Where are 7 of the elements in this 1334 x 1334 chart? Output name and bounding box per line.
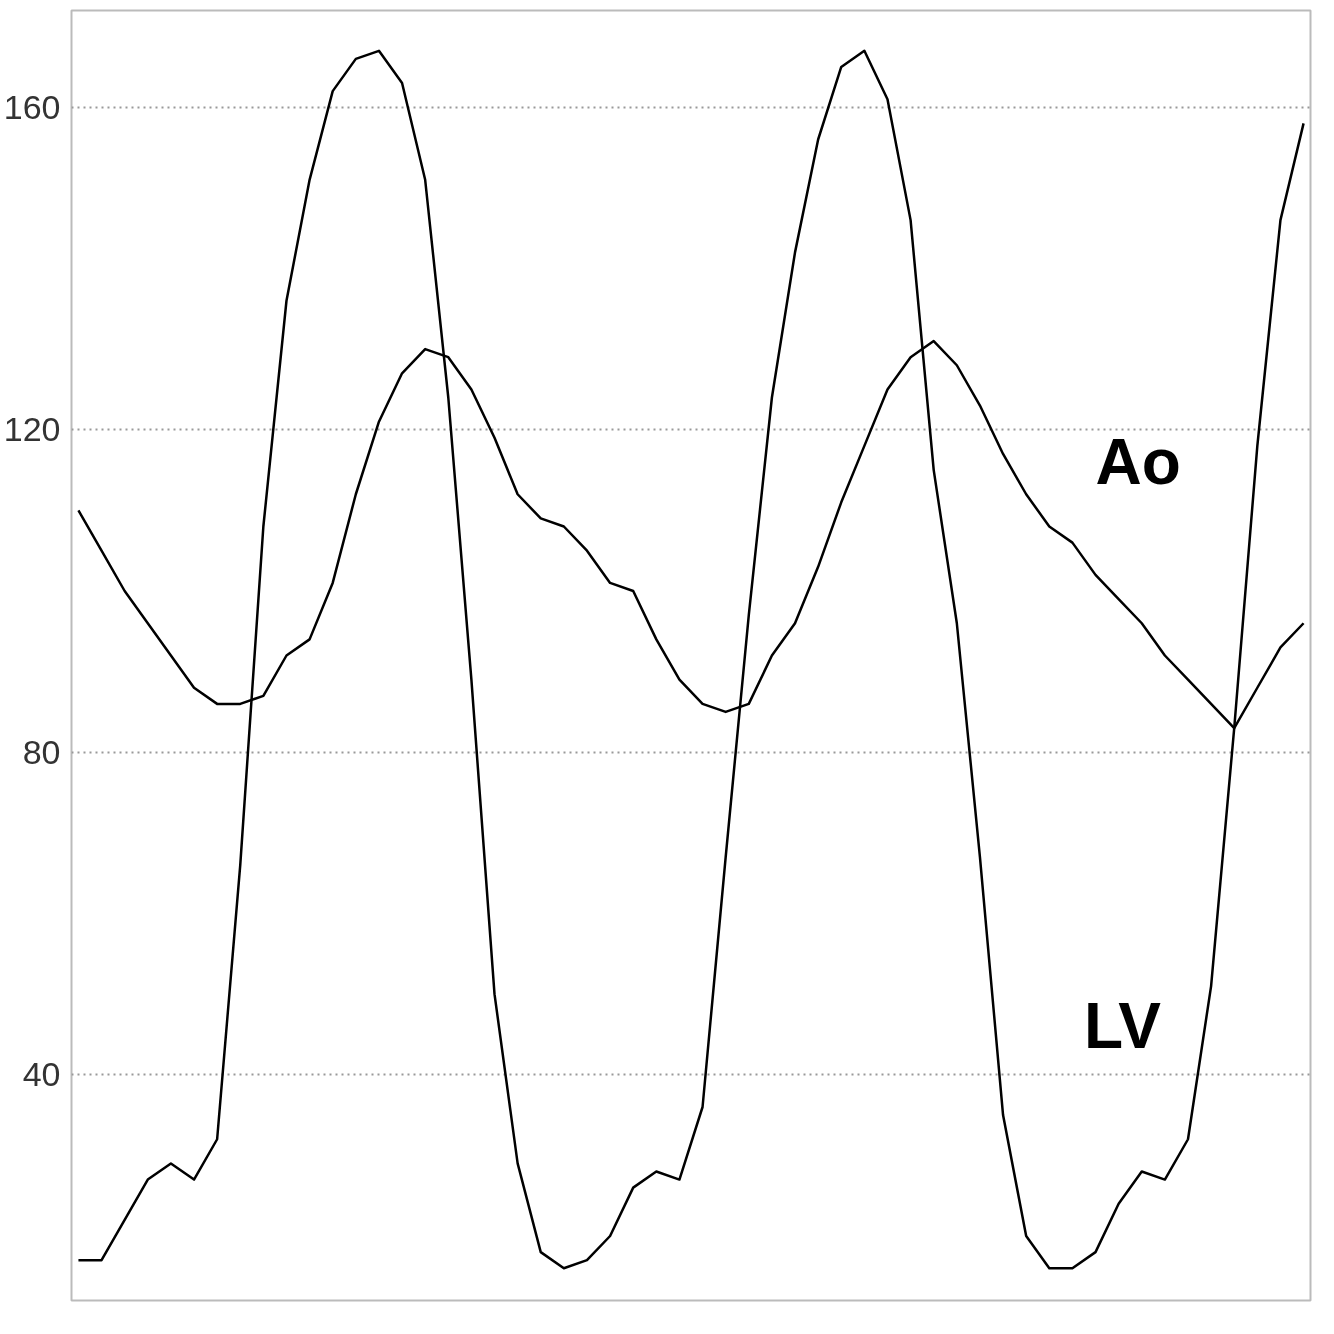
y-tick-label: 160 [3,87,61,126]
y-tick-label: 80 [22,732,61,771]
series-label: Ao [1095,426,1181,498]
y-tick-label: 40 [22,1055,61,1094]
y-tick-label: 120 [3,410,61,449]
line-series [77,49,1305,1270]
series-label: LV [1083,990,1162,1063]
